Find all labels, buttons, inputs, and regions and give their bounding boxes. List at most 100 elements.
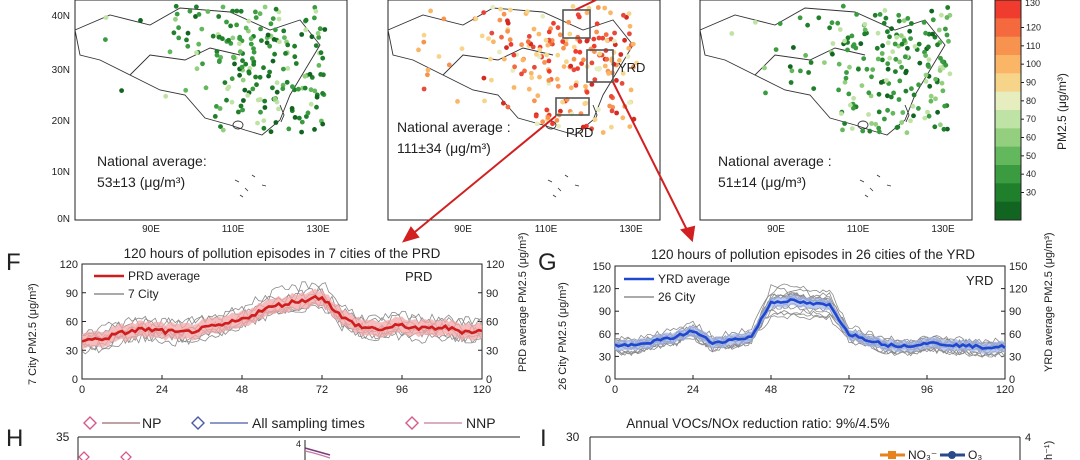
station-dot bbox=[544, 52, 549, 58]
station-dot bbox=[501, 56, 507, 62]
colorbar-tick-label: 100 bbox=[1026, 59, 1041, 69]
station-dot bbox=[416, 47, 421, 53]
station-dot bbox=[491, 39, 496, 45]
station-dot bbox=[573, 83, 579, 88]
province-line bbox=[442, 47, 554, 76]
station-dot bbox=[550, 121, 555, 127]
station-dot bbox=[923, 79, 929, 84]
station-dot bbox=[626, 11, 632, 17]
station-dot bbox=[320, 91, 325, 96]
station-dot bbox=[258, 26, 263, 32]
station-dot bbox=[314, 94, 320, 100]
station-dot bbox=[928, 98, 934, 104]
station-dot bbox=[205, 9, 211, 14]
y-tick-label: 0 bbox=[72, 374, 78, 386]
station-dot bbox=[940, 88, 946, 94]
station-dot bbox=[867, 128, 873, 134]
station-dot bbox=[555, 52, 561, 58]
station-dot bbox=[228, 23, 234, 29]
station-dot bbox=[534, 52, 539, 57]
station-dot bbox=[230, 35, 236, 41]
legend-np: NP bbox=[142, 415, 161, 431]
station-dot bbox=[296, 86, 301, 92]
station-dot bbox=[869, 74, 874, 80]
station-dot bbox=[534, 121, 540, 127]
station-dot bbox=[836, 61, 842, 67]
x-tick-label: 24 bbox=[156, 384, 168, 396]
station-dot bbox=[251, 62, 257, 67]
station-dot bbox=[625, 54, 631, 59]
station-dot bbox=[248, 36, 254, 42]
station-dot bbox=[436, 54, 442, 59]
station-dot bbox=[798, 68, 803, 74]
panel-h: H NP All sampling times NNP 35 4 bbox=[6, 415, 520, 460]
station-dot bbox=[555, 83, 561, 89]
station-dot bbox=[891, 90, 896, 96]
station-dot bbox=[265, 32, 271, 38]
station-dot bbox=[885, 61, 891, 67]
station-dot bbox=[622, 37, 627, 43]
station-dot bbox=[280, 82, 286, 88]
station-dot bbox=[561, 45, 566, 51]
station-dot bbox=[459, 46, 465, 52]
station-dot bbox=[929, 8, 935, 14]
colorbar-frame bbox=[994, 0, 1022, 221]
station-dot bbox=[941, 126, 947, 132]
station-dot bbox=[860, 128, 866, 134]
station-dot bbox=[840, 3, 846, 9]
station-dot bbox=[864, 66, 870, 72]
station-dot bbox=[314, 104, 319, 110]
station-dot bbox=[520, 57, 526, 63]
station-dot bbox=[921, 20, 927, 25]
station-dot bbox=[320, 121, 326, 127]
station-dot bbox=[546, 29, 552, 35]
station-dot bbox=[939, 12, 944, 18]
panel-g-y2label: YRD average PM2.5 (μg/m³) bbox=[1043, 232, 1055, 372]
station-dot bbox=[274, 89, 280, 95]
station-dot bbox=[281, 66, 286, 72]
legend-marker-np bbox=[83, 416, 97, 430]
legend-7city: 7 City bbox=[128, 287, 159, 301]
station-dot bbox=[558, 108, 563, 114]
station-dot bbox=[312, 15, 317, 21]
station-dot bbox=[560, 39, 566, 44]
center-avg-label: National average : bbox=[397, 119, 511, 135]
yrd-box-label: YRD bbox=[618, 60, 645, 75]
station-dot bbox=[119, 88, 124, 93]
scs-islands bbox=[234, 174, 892, 198]
station-dot bbox=[803, 53, 808, 58]
station-dot bbox=[859, 83, 865, 88]
station-dot bbox=[845, 35, 851, 41]
station-dot bbox=[505, 104, 511, 110]
station-dot bbox=[274, 80, 280, 86]
station-dot bbox=[944, 15, 950, 20]
station-dot bbox=[875, 30, 881, 36]
stations-center bbox=[416, 4, 640, 135]
legend-marker-o3 bbox=[948, 451, 956, 459]
station-dot bbox=[214, 104, 219, 109]
colorbar-top-partial: 130 bbox=[1025, 0, 1040, 8]
panel-letter-i: I bbox=[540, 425, 547, 452]
station-dot bbox=[481, 10, 487, 16]
station-dot bbox=[612, 30, 617, 36]
station-dot bbox=[837, 27, 843, 32]
station-dot bbox=[627, 124, 633, 129]
station-dot bbox=[224, 19, 229, 25]
station-dot bbox=[557, 32, 563, 38]
station-dot bbox=[239, 64, 245, 70]
station-dot bbox=[851, 95, 856, 101]
station-dot bbox=[596, 35, 602, 41]
station-dot bbox=[425, 67, 431, 73]
station-dot bbox=[946, 38, 951, 44]
station-dot bbox=[836, 87, 841, 93]
station-dot bbox=[270, 16, 276, 21]
station-dot bbox=[882, 116, 887, 122]
station-dot bbox=[259, 38, 264, 43]
x-tick-label: 72 bbox=[316, 384, 328, 396]
station-dot bbox=[245, 93, 251, 98]
station-dot bbox=[568, 63, 574, 69]
station-dot bbox=[455, 99, 460, 104]
station-dot bbox=[322, 27, 328, 32]
station-dot bbox=[581, 57, 586, 63]
station-dot bbox=[299, 32, 305, 37]
